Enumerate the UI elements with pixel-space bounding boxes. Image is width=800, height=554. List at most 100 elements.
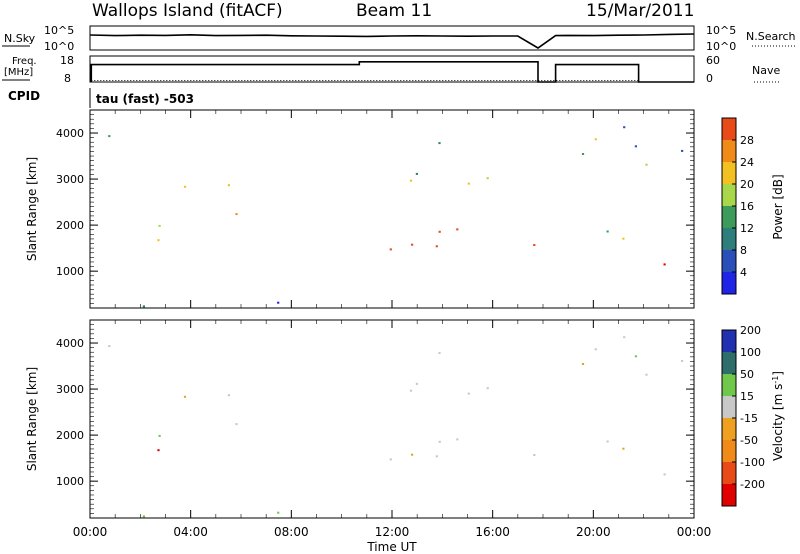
- power-pixel: [467, 182, 470, 185]
- velocity-pixel: [183, 395, 187, 398]
- noise-tick-right-bottom: 10^0: [706, 40, 736, 53]
- velocity-colorbar-swatch: [722, 440, 736, 462]
- power-pixel: [533, 244, 536, 246]
- power-pixel: [623, 126, 626, 129]
- power-pixel: [227, 184, 230, 187]
- velocity-colorbar: -200 -100 -50 -15 15 50 100 200 Velocity [m s-1…: [721, 324, 785, 507]
- velocity-pixel: [411, 453, 414, 456]
- power-colorbar-swatch: [722, 184, 736, 206]
- velocity-pixel: [486, 387, 489, 390]
- velocity-colorbar-label: Velocity [m s-1]: [771, 371, 785, 461]
- power-pixel: [142, 305, 145, 308]
- y-tick-label: 3000: [56, 173, 84, 186]
- velocity-colorbar-tick-label: 100: [740, 346, 761, 359]
- power-pixel: [157, 239, 160, 242]
- y-tick-label: 1000: [56, 475, 84, 488]
- y-tick-label: 2000: [56, 429, 84, 442]
- velocity-colorbar-swatch: [722, 418, 736, 440]
- cpid-program: tau (fast) -503: [96, 92, 194, 106]
- power-ylabel: Slant Range [km]: [25, 157, 39, 261]
- freq-label-line1: Freq.: [12, 56, 37, 67]
- power-pixel: [486, 177, 489, 180]
- power-pixel: [411, 243, 414, 246]
- power-pixel: [645, 163, 648, 166]
- power-pixel: [622, 237, 625, 240]
- power-colorbar-tick-label: 8: [740, 244, 747, 257]
- velocity-pixel: [277, 511, 280, 514]
- station-title: Wallops Island (fitACF): [92, 1, 283, 21]
- power-pixel: [663, 263, 666, 266]
- y-tick-label: 2000: [56, 219, 84, 232]
- velocity-colorbar-tick-label: -100: [740, 456, 765, 469]
- velocity-pixel: [663, 473, 666, 476]
- velocity-colorbar-tick-label: 50: [740, 368, 754, 381]
- velocity-pixel: [681, 359, 684, 362]
- velocity-colorbar-swatch: [722, 374, 736, 396]
- freq-tick-bottom: 8: [64, 72, 71, 85]
- velocity-ylabel: Slant Range [km]: [25, 367, 39, 471]
- power-pixel: [438, 230, 441, 233]
- noise-tick-left-bottom: 10^0: [44, 40, 74, 53]
- velocity-pixel: [235, 423, 238, 426]
- power-pixel: [158, 224, 161, 227]
- freq-label-line2: [MHz]: [4, 67, 33, 78]
- power-pixel: [183, 185, 187, 188]
- nave-tick-bottom: 0: [706, 72, 713, 85]
- cpid-label: CPID: [8, 89, 40, 103]
- velocity-colorbar-tick-label: -50: [740, 434, 758, 447]
- velocity-colorbar-tick-label: -15: [740, 412, 758, 425]
- velocity-pixel: [645, 373, 648, 376]
- freq-series-line: [90, 60, 694, 83]
- y-tick-label: 3000: [56, 383, 84, 396]
- power-colorbar-swatch: [722, 140, 736, 162]
- velocity-pixel: [157, 449, 160, 452]
- power-pixel: [435, 245, 438, 248]
- velocity-pixel: [622, 447, 625, 450]
- power-colorbar-swatch: [722, 250, 736, 272]
- power-colorbar-tick-label: 24: [740, 156, 754, 169]
- velocity-pixel: [623, 336, 626, 339]
- power-colorbar-swatch: [722, 228, 736, 250]
- noise-right-label: N.Search: [746, 30, 796, 43]
- power-colorbar-tick-label: 28: [740, 134, 754, 147]
- power-colorbar-tick-label: 12: [740, 222, 754, 235]
- power-colorbar-label: Power [dB]: [771, 174, 785, 239]
- power-colorbar-tick-label: 16: [740, 200, 754, 213]
- nave-tick-top: 60: [706, 54, 720, 67]
- power-colorbar-swatch: [722, 118, 736, 140]
- y-tick-label: 4000: [56, 127, 84, 140]
- x-tick-label: 12:00: [375, 525, 410, 539]
- noise-panel: N.Sky 10^5 10^0 10^5 10^0 N.Search: [2, 24, 796, 53]
- velocity-pixel: [409, 389, 413, 392]
- noise-tick-left-top: 10^5: [44, 24, 74, 37]
- power-pixel: [389, 248, 392, 251]
- frequency-panel: Freq. [MHz] 18 8 60 0 Nave: [2, 54, 780, 85]
- velocity-pixel: [467, 392, 470, 395]
- x-tick-label: 08:00: [274, 525, 309, 539]
- power-colorbar-swatch: [722, 272, 736, 294]
- power-pixel: [108, 135, 111, 138]
- x-tick-label: 04:00: [173, 525, 208, 539]
- power-pixel: [456, 228, 459, 231]
- velocity-pixel: [435, 455, 438, 458]
- velocity-panel: 1000 2000 3000 4000 00:00 04:00 08:00 12:00 16:0…: [25, 319, 711, 554]
- power-pixel: [415, 172, 418, 175]
- x-tick-label: 00:00: [73, 525, 108, 539]
- power-pixel: [581, 153, 585, 155]
- velocity-pixel: [634, 355, 637, 358]
- velocity-colorbar-swatch: [722, 484, 736, 506]
- power-colorbar-tick-label: 4: [740, 266, 747, 279]
- velocity-colorbar-tick-label: -200: [740, 478, 765, 491]
- velocity-colorbar-swatch: [722, 396, 736, 418]
- power-pixel: [681, 149, 684, 152]
- power-pixel: [438, 142, 441, 145]
- xaxis-label: Time UT: [366, 540, 417, 554]
- power-colorbar: 4 8 12 16 20 24 28 Power [dB]: [721, 117, 785, 295]
- y-tick-label: 1000: [56, 265, 84, 278]
- velocity-colorbar-swatch: [722, 352, 736, 374]
- power-colorbar-tick-label: 20: [740, 178, 754, 191]
- date-title: 15/Mar/2011: [586, 1, 694, 21]
- velocity-pixel: [142, 515, 145, 518]
- beam-title: Beam 11: [356, 1, 432, 21]
